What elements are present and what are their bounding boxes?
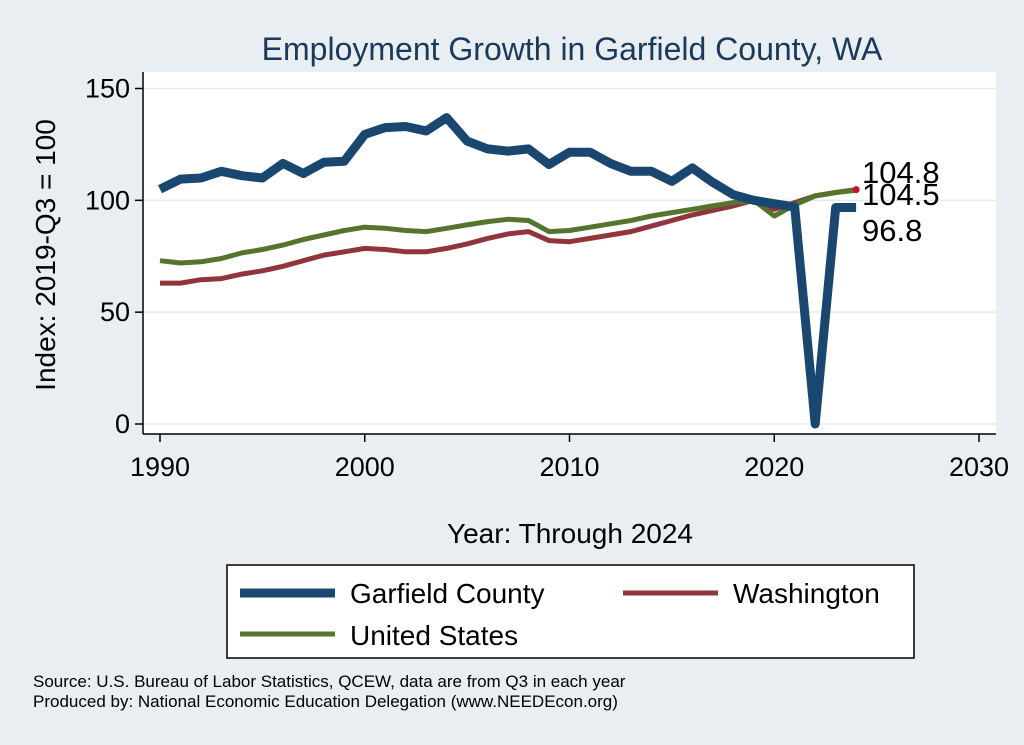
series-lines <box>158 113 860 429</box>
gridlines <box>143 87 996 425</box>
y-axis-label: Index: 2019-Q3 = 100 <box>30 119 61 391</box>
x-tick-label-1990: 1990 <box>130 452 190 482</box>
chart-title: Employment Growth in Garfield County, WA <box>262 31 883 67</box>
legend-label-garfield: Garfield County <box>350 578 545 609</box>
end-label-united-states: 104.5 <box>862 177 940 212</box>
y-tick-label-150: 150 <box>85 74 130 104</box>
x-tick-label-2010: 2010 <box>539 452 599 482</box>
x-tick-label-2030: 2030 <box>949 452 1009 482</box>
end-label-garfield: 96.8 <box>862 213 922 248</box>
plot-area <box>143 72 996 434</box>
y-tick-label-100: 100 <box>85 185 130 215</box>
end-label-washington: 104.8 <box>862 155 940 190</box>
legend-label-washington: Washington <box>733 578 880 609</box>
legend-label-united-states: United States <box>350 620 518 651</box>
endpoint-marker-washington <box>852 186 860 194</box>
y-tick-label-50: 50 <box>100 297 130 327</box>
producer-note: Produced by: National Economic Education… <box>33 692 618 711</box>
y-ticks: 0 50 100 150 <box>85 74 143 439</box>
x-ticks: 1990 2000 2010 2020 2030 <box>130 434 1009 482</box>
series-line-garfield-county <box>158 113 857 429</box>
x-tick-label-2020: 2020 <box>744 452 804 482</box>
legend-box <box>226 564 915 659</box>
series-line-united-states <box>159 187 857 266</box>
x-tick-label-2000: 2000 <box>335 452 395 482</box>
y-tick-label-0: 0 <box>115 409 130 439</box>
x-axis-label: Year: Through 2024 <box>447 518 693 549</box>
source-note: Source: U.S. Bureau of Labor Statistics,… <box>33 672 626 691</box>
